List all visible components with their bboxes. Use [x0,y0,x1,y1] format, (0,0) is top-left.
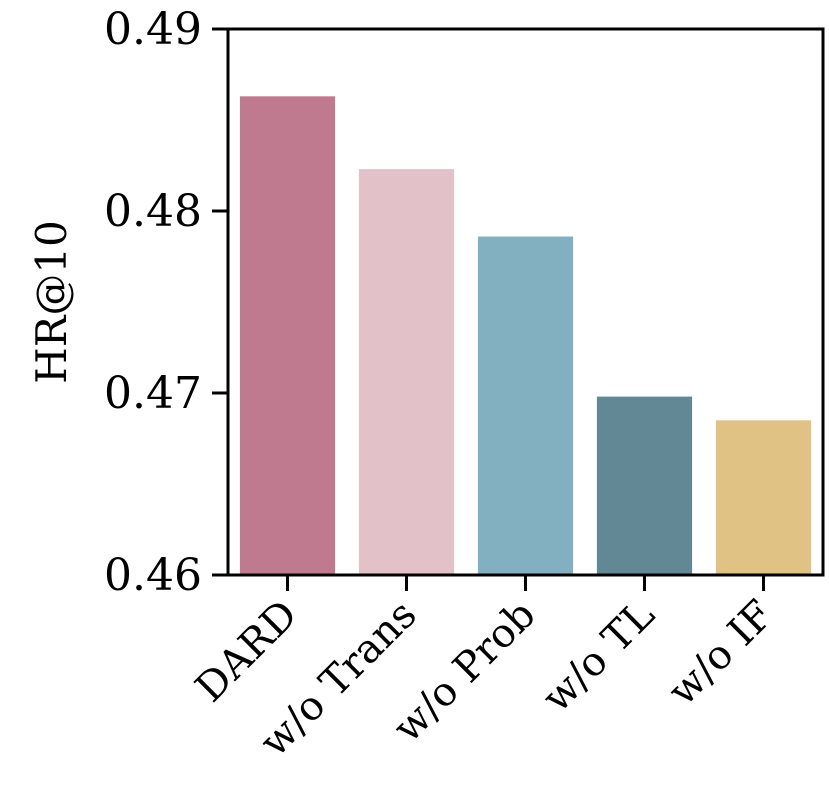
bar-4 [715,420,812,575]
y-tick-label-0: 0.46 [104,550,202,601]
y-axis-ticks: 0.46 0.47 0.48 0.49 [104,4,228,601]
x-tick-label-4: w/o IF [659,592,782,715]
bar-0 [239,96,336,576]
bar-2 [477,236,574,575]
y-tick-label-2: 0.48 [104,186,202,237]
bar-1 [358,169,455,575]
x-tick-label-0: DARD [187,592,307,712]
y-axis-label: HR@10 [27,220,76,384]
x-tick-label-3: w/o TL [534,592,664,722]
y-tick-label-1: 0.47 [104,368,202,419]
bars-group [239,96,812,576]
bar-3 [596,396,693,575]
y-tick-label-3: 0.49 [104,4,202,55]
plot-frame [226,27,825,577]
